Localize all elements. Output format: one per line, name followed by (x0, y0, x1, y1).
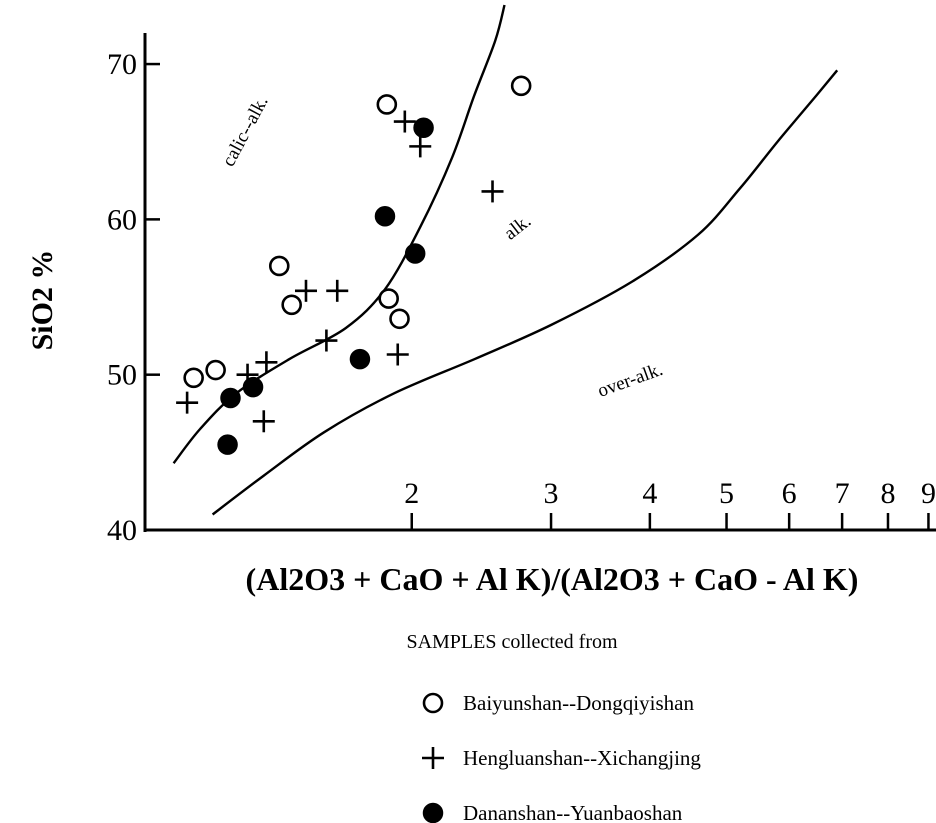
legend-marker-1 (422, 747, 444, 769)
point-s1-5 (315, 329, 338, 352)
x-tick-label-5: 7 (835, 477, 850, 510)
legend-marker-2 (422, 802, 444, 823)
x-tick-label-4: 6 (782, 477, 797, 510)
region-label-0: calic--alk. (218, 93, 272, 170)
x-tick-label-2: 4 (642, 477, 657, 510)
x-tick-label-6: 8 (880, 477, 895, 510)
point-s1-2 (255, 351, 278, 374)
boundary-curve-1 (211, 69, 839, 516)
region-label-2: over-alk. (595, 359, 666, 402)
point-s2-2 (242, 376, 264, 398)
legend-label-2: Dananshan--Yuanbaoshan (463, 801, 683, 823)
point-s0-2 (268, 255, 290, 277)
y-tick-label-2: 60 (107, 203, 137, 236)
y-tick-label-1: 50 (107, 359, 137, 392)
point-s0-4 (376, 94, 398, 115)
point-s1-9 (481, 180, 504, 203)
point-s0-3 (281, 294, 302, 316)
legend: SAMPLES collected from Baiyunshan--Dongq… (406, 631, 701, 823)
legend-title: SAMPLES collected from (406, 631, 618, 653)
point-s1-8 (409, 135, 432, 158)
point-s1-4 (326, 279, 349, 302)
point-s1-6 (386, 343, 409, 366)
data-points (176, 75, 532, 455)
point-s2-6 (413, 117, 434, 138)
legend-marker-0 (422, 692, 444, 714)
point-s0-5 (378, 288, 399, 309)
point-s2-1 (220, 387, 241, 409)
region-labels: calic--alk. alk. over-alk. (218, 93, 666, 402)
point-s2-0 (217, 434, 238, 455)
point-s2-3 (349, 348, 371, 370)
point-s0-7 (510, 75, 532, 97)
legend-label-0: Baiyunshan--Dongqiyishan (463, 691, 694, 715)
x-tick-label-3: 5 (719, 477, 734, 510)
y-tick-label-3: 70 (107, 48, 137, 81)
point-s0-1 (205, 359, 226, 381)
point-s0-6 (389, 308, 410, 330)
point-s2-4 (374, 206, 396, 227)
point-s1-10 (252, 410, 275, 433)
x-tick-label-7: 9 (921, 477, 936, 510)
point-s1-3 (294, 279, 317, 302)
point-s2-5 (404, 243, 426, 264)
y-tick-label-0: 40 (107, 514, 137, 547)
point-s0-0 (183, 367, 204, 389)
y-axis-label: SiO2 % (26, 250, 59, 351)
region-label-1: alk. (500, 211, 535, 245)
x-axis-label: (Al2O3 + CaO + Al K)/(Al2O3 + CaO - Al K… (246, 561, 859, 597)
point-s1-0 (176, 391, 199, 414)
legend-label-1: Hengluanshan--Xichangjing (463, 746, 701, 770)
axis-ticks: 40 50 60 70 2 3 4 5 6 7 8 9 (107, 48, 936, 547)
x-tick-label-1: 3 (544, 477, 559, 510)
legend-items: Baiyunshan--Dongqiyishan Hengluanshan--Xi… (422, 691, 701, 823)
x-tick-label-0: 2 (404, 477, 419, 510)
point-s1-7 (393, 110, 416, 133)
axes (143, 33, 936, 532)
